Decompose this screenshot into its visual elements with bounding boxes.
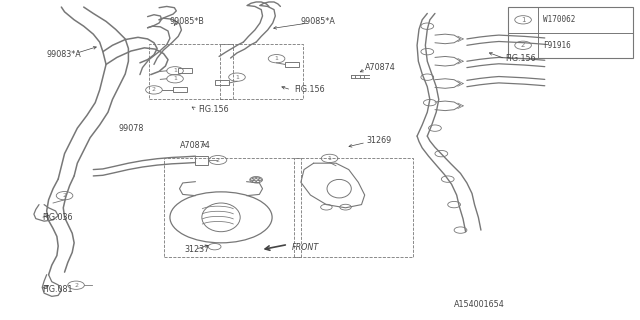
Text: FRONT: FRONT	[292, 243, 319, 252]
Bar	[220, 44, 303, 100]
Text: 1: 1	[521, 17, 525, 23]
Text: 31269: 31269	[366, 136, 391, 145]
Bar	[215, 80, 229, 85]
Text: 99078: 99078	[119, 124, 144, 132]
Text: F91916: F91916	[543, 41, 571, 50]
Text: 2: 2	[521, 42, 525, 48]
Text: 2: 2	[152, 87, 156, 92]
Bar	[178, 68, 192, 73]
Text: 2: 2	[63, 193, 67, 198]
Text: A70874: A70874	[365, 63, 396, 72]
Text: 2: 2	[74, 283, 78, 288]
Text: 99083*A: 99083*A	[47, 50, 81, 59]
Bar	[173, 87, 187, 92]
Text: 1: 1	[275, 56, 278, 61]
Bar	[195, 156, 208, 165]
Text: 1: 1	[235, 75, 239, 80]
Text: 99085*B: 99085*B	[170, 17, 205, 26]
Text: 1: 1	[328, 156, 332, 161]
Text: 1: 1	[173, 68, 177, 73]
Bar	[150, 44, 232, 100]
Bar	[285, 62, 299, 67]
Bar	[164, 158, 301, 257]
Text: FIG.156: FIG.156	[198, 105, 229, 114]
Text: FIG.156: FIG.156	[294, 85, 325, 94]
Text: W170062: W170062	[543, 15, 575, 24]
Text: A154001654: A154001654	[454, 300, 505, 308]
Text: 1: 1	[173, 76, 177, 81]
Text: FIG.156: FIG.156	[505, 53, 536, 62]
Bar	[508, 7, 633, 58]
Bar	[294, 158, 413, 257]
Text: FIG.036: FIG.036	[42, 213, 73, 222]
Text: 31237: 31237	[184, 245, 210, 254]
Text: FIG.081: FIG.081	[42, 284, 73, 293]
Text: 2: 2	[216, 157, 220, 163]
Text: 99085*A: 99085*A	[301, 17, 336, 26]
Text: A70874: A70874	[179, 141, 211, 150]
